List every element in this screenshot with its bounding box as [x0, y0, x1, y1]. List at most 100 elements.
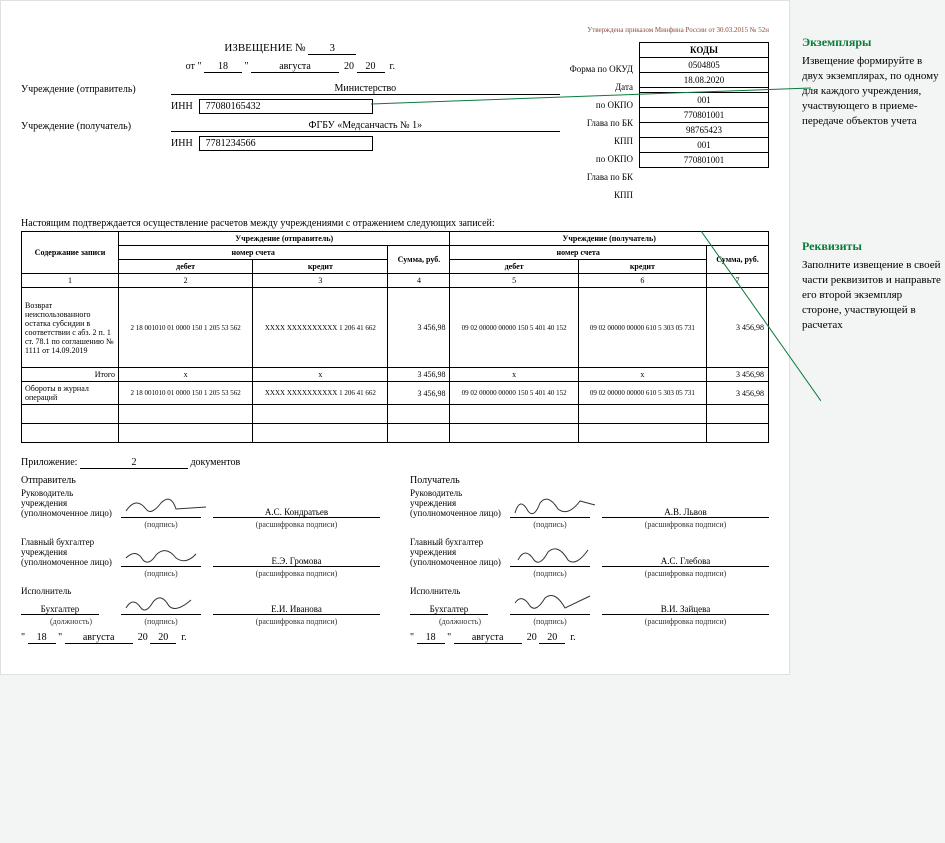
signature-icon: [510, 596, 590, 615]
empty-cell: [119, 405, 253, 424]
sig-ruk: Руководитель учреждения (уполномоченное …: [410, 488, 769, 518]
code-value: 18.08.2020: [640, 73, 769, 88]
sig-buh-label: Главный бухгалтер учреждения (уполномоче…: [21, 537, 121, 567]
recipient-inn-label: ИНН: [171, 136, 199, 151]
oboroty-r-debit: 09 02 00000 00000 150 5 401 40 152: [450, 382, 578, 405]
row-r-sum: 3 456,98: [707, 288, 769, 368]
sig-recipient: Получатель Руководитель учреждения (упол…: [410, 475, 769, 644]
itogo-x: x: [253, 368, 388, 382]
sig-date-day: 18: [417, 632, 445, 644]
sig-recipient-title: Получатель: [410, 475, 769, 486]
annotation-1-text: Извещение формируйте в двух экземплярах,…: [802, 54, 942, 129]
sub-sign: (подпись): [121, 617, 201, 626]
sub-name: (расшифровка подписи): [213, 520, 380, 529]
th-credit: кредит: [578, 260, 706, 274]
signatures: Отправитель Руководитель учреждения (упо…: [21, 475, 769, 644]
sender-inn: 77080165432: [199, 99, 373, 114]
document: Утверждена приказом Минфина России от 30…: [0, 0, 790, 675]
sig-date: " 18 " августа 20 20 г.: [410, 632, 769, 644]
th-credit: кредит: [253, 260, 388, 274]
date-year-prefix: 20: [344, 61, 354, 72]
code-value: 770801001: [640, 108, 769, 123]
signature-icon: [510, 548, 590, 567]
date-from: от: [186, 61, 195, 72]
signature-icon: [121, 596, 201, 615]
annotation-2: Реквизиты Заполните извещение в своей ча…: [802, 239, 942, 333]
date-suffix: г.: [390, 61, 395, 72]
colnum: 4: [388, 274, 450, 288]
code-value: 0504805: [640, 58, 769, 73]
code-value: 001: [640, 93, 769, 108]
annotations: Экземпляры Извещение формируйте в двух э…: [790, 0, 942, 443]
empty-cell: [119, 424, 253, 443]
th-account: номер счета: [450, 246, 707, 260]
empty-cell: [253, 405, 388, 424]
sig-date-yp: 20: [527, 632, 537, 643]
recipient-row: Учреждение (получатель) ФГБУ «Медсанчаст…: [21, 120, 560, 132]
code-value: 98765423: [640, 123, 769, 138]
annotation-1-title: Экземпляры: [802, 35, 942, 50]
sub-name: (расшифровка подписи): [602, 569, 769, 578]
codes-header: КОДЫ: [640, 43, 769, 58]
itogo-x: x: [578, 368, 706, 382]
colnum: 1: [22, 274, 119, 288]
th-debit: дебет: [450, 260, 578, 274]
sig-date-suffix: г.: [181, 632, 186, 643]
code-label: Форма по ОКУД: [570, 60, 639, 78]
date-day: 18: [204, 61, 242, 73]
sig-ruk-name: А.В. Львов: [602, 507, 769, 518]
empty-cell: [707, 405, 769, 424]
recipient-inn-row: ИНН 7781234566: [21, 136, 560, 151]
codes-table: КОДЫ 0504805 18.08.2020 001 770801001 98…: [639, 42, 769, 204]
code-value: 001: [640, 138, 769, 153]
sender-inn-label: ИНН: [171, 99, 199, 114]
colnum: 5: [450, 274, 578, 288]
row-s-sum: 3 456,98: [388, 288, 450, 368]
sig-isp-name: Е.И. Иванова: [213, 604, 380, 615]
th-account: номер счета: [119, 246, 388, 260]
recipient-inn: 7781234566: [199, 136, 373, 151]
row-s-credit: XXXX XXXXXXXXXX 1 206 41 662: [253, 288, 388, 368]
sig-buh: Главный бухгалтер учреждения (уполномоче…: [410, 537, 769, 567]
row-r-credit: 09 02 00000 00000 610 5 303 05 731: [578, 288, 706, 368]
annotation-2-text: Заполните извещение в своей части реквиз…: [802, 258, 942, 333]
signature-icon: [121, 548, 201, 567]
sub-sign: (подпись): [510, 617, 590, 626]
oboroty-r-sum: 3 456,98: [707, 382, 769, 405]
sub-pos: (должность): [21, 617, 121, 626]
annotation-1: Экземпляры Извещение формируйте в двух э…: [802, 35, 942, 129]
title-label: ИЗВЕЩЕНИЕ №: [224, 42, 305, 54]
signature-icon: [121, 499, 201, 518]
signature-icon: [510, 499, 590, 518]
attach-unit: документов: [190, 457, 240, 468]
itogo-r-sum: 3 456,98: [707, 368, 769, 382]
th-debit: дебет: [119, 260, 253, 274]
sig-buh-name: А.С. Глебова: [602, 556, 769, 567]
empty-cell: [388, 424, 450, 443]
annotation-2-title: Реквизиты: [802, 239, 942, 254]
header-left: ИЗВЕЩЕНИЕ № 3 от " 18 " августа 20 20 г.…: [21, 42, 570, 157]
sub-name: (расшифровка подписи): [602, 520, 769, 529]
th-content: Содержание записи: [22, 232, 119, 274]
attach-count: 2: [80, 457, 188, 469]
title-number: 3: [308, 42, 356, 55]
sig-ruk-label: Руководитель учреждения (уполномоченное …: [21, 488, 121, 518]
colnum: 7: [707, 274, 769, 288]
empty-cell: [450, 405, 578, 424]
itogo-x: x: [450, 368, 578, 382]
sub-sign: (подпись): [121, 569, 201, 578]
sig-ruk-name: А.С. Кондратьев: [213, 507, 380, 518]
code-label: Дата: [615, 78, 639, 96]
sig-isp: Бухгалтер В.И. Зайцева: [410, 596, 769, 615]
sig-isp-name: В.И. Зайцева: [602, 604, 769, 615]
row-s-debit: 2 18 001010 01 0000 150 1 205 53 562: [119, 288, 253, 368]
recipient-label: Учреждение (получатель): [21, 121, 171, 132]
empty-cell: [253, 424, 388, 443]
sub-name: (расшифровка подписи): [213, 569, 380, 578]
oboroty-s-credit: XXXX XXXXXXXXXX 1 206 41 662: [253, 382, 388, 405]
sig-sender-title: Отправитель: [21, 475, 380, 486]
sub-name: (расшифровка подписи): [602, 617, 769, 626]
colnum: 2: [119, 274, 253, 288]
header-area: ИЗВЕЩЕНИЕ № 3 от " 18 " августа 20 20 г.…: [21, 42, 769, 204]
date-year: 20: [357, 61, 385, 73]
